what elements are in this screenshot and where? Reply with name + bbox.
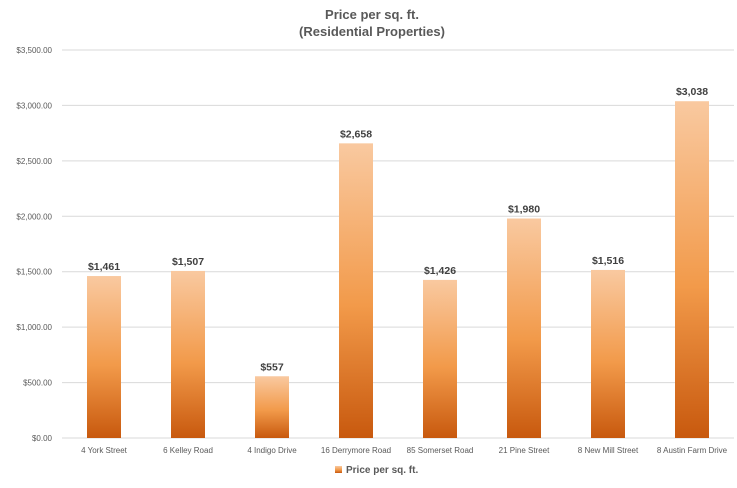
y-tick-label: $3,500.00 xyxy=(16,46,52,55)
bar xyxy=(171,270,205,438)
bar xyxy=(87,276,121,438)
category-label: 85 Somerset Road xyxy=(407,446,474,455)
data-label: $557 xyxy=(260,361,284,373)
y-tick-label: $1,000.00 xyxy=(16,323,52,332)
chart-subtitle: (Residential Properties) xyxy=(299,24,445,39)
x-axis-category-labels: 4 York Street 6 Kelley Road 4 Indigo Drive… xyxy=(81,446,728,455)
bar xyxy=(507,218,541,438)
category-label: 8 Austin Farm Drive xyxy=(657,446,728,455)
y-tick-label: $0.00 xyxy=(32,434,53,443)
category-label: 4 York Street xyxy=(81,446,128,455)
data-label: $1,507 xyxy=(172,256,204,268)
bar xyxy=(423,279,457,438)
data-label: $1,426 xyxy=(424,265,456,277)
data-label: $1,461 xyxy=(88,261,120,273)
category-label: 8 New Mill Street xyxy=(578,446,639,455)
y-tick-label: $500.00 xyxy=(23,379,52,388)
category-label: 21 Pine Street xyxy=(499,446,550,455)
data-labels: $1,461 $1,507 $557 $2,658 $1,426 $1,980 $1,516… xyxy=(88,86,708,373)
bar xyxy=(675,101,709,438)
y-tick-label: $1,500.00 xyxy=(16,268,52,277)
data-label: $2,658 xyxy=(340,128,372,140)
y-tick-label: $2,000.00 xyxy=(16,212,52,221)
legend-swatch xyxy=(335,466,342,473)
bar xyxy=(255,376,289,438)
category-label: 6 Kelley Road xyxy=(163,446,213,455)
category-label: 16 Derrymore Road xyxy=(321,446,391,455)
category-label: 4 Indigo Drive xyxy=(247,446,297,455)
data-label: $1,516 xyxy=(592,255,624,267)
gridlines xyxy=(62,49,734,439)
y-tick-label: $2,500.00 xyxy=(16,157,52,166)
bar xyxy=(339,143,373,438)
bar xyxy=(591,269,625,438)
y-axis-tick-labels: $0.00 $500.00 $1,000.00 $1,500.00 $2,000.00 $… xyxy=(16,46,52,443)
legend: Price per sq. ft. xyxy=(335,465,418,476)
data-label: $1,980 xyxy=(508,204,540,216)
data-label: $3,038 xyxy=(676,86,708,98)
legend-label: Price per sq. ft. xyxy=(346,465,418,476)
chart-title: Price per sq. ft. xyxy=(325,7,419,22)
y-tick-label: $3,000.00 xyxy=(16,101,52,110)
bars xyxy=(87,101,709,438)
